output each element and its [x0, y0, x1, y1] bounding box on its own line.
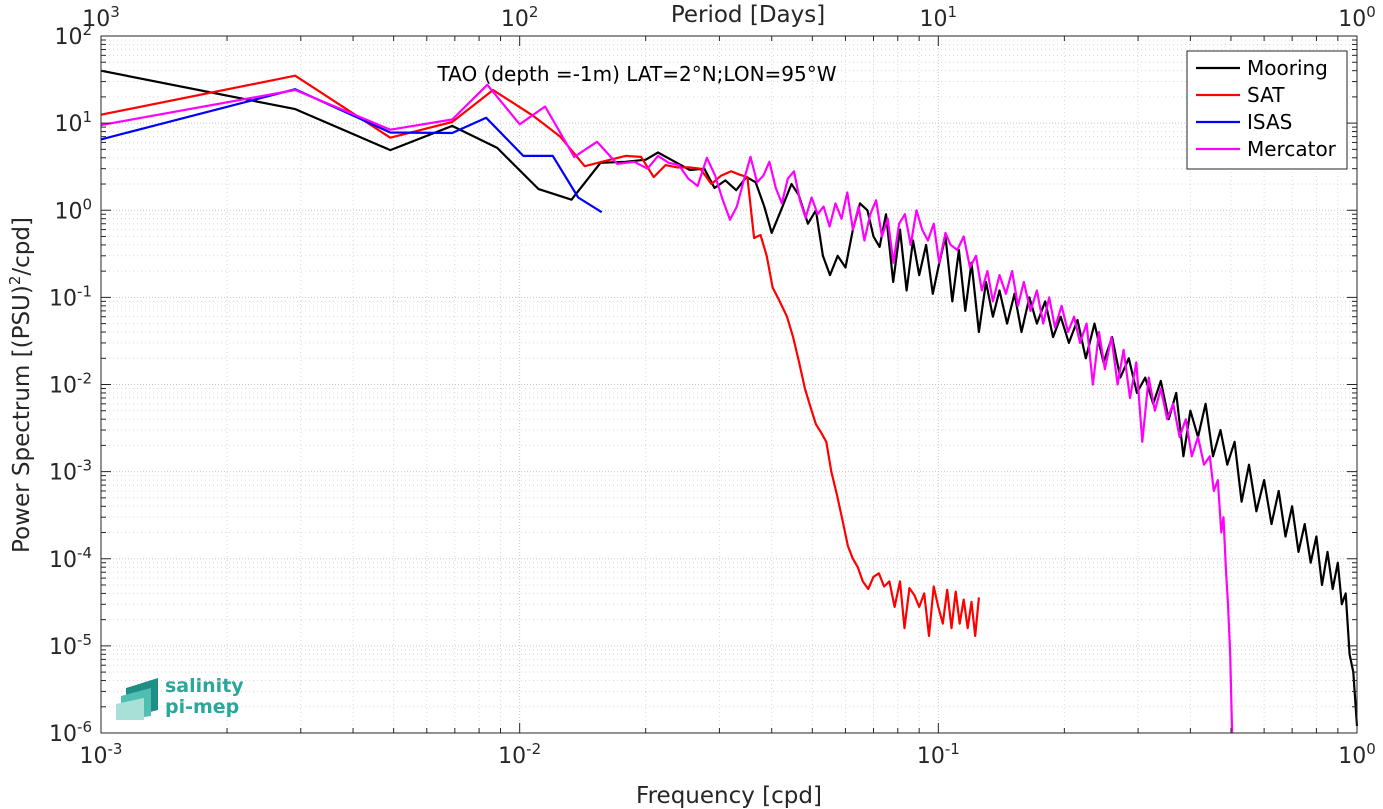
x-tick-label-base: 10 — [80, 744, 108, 769]
y-tick-label: 10-3 — [49, 457, 92, 486]
y-tick-label: 101 — [54, 108, 92, 137]
top-x-tick-label-base: 10 — [501, 7, 529, 32]
y-tick-label-base: 10 — [49, 722, 77, 747]
y-tick-label: 10-5 — [49, 631, 92, 660]
y-tick-label-base: 10 — [49, 548, 77, 573]
x-tick-label-exponent: -3 — [108, 740, 123, 758]
y-tick-label-exponent: 0 — [82, 195, 92, 213]
x-tick-label: 100 — [1338, 740, 1376, 769]
logo-mark-front — [116, 698, 144, 720]
legend-label-mercator: Mercator — [1247, 137, 1337, 161]
legend-label-isas: ISAS — [1247, 110, 1292, 134]
top-x-tick-label-base: 10 — [920, 7, 948, 32]
y-tick-label-exponent: -6 — [77, 718, 92, 736]
x-tick-label: 10-2 — [498, 740, 541, 769]
y-tick-label-base: 10 — [49, 461, 77, 486]
y-tick-label: 10-1 — [49, 282, 92, 311]
top-x-tick-label-base: 10 — [82, 7, 110, 32]
y-tick-label: 102 — [54, 21, 92, 50]
y-tick-label-exponent: -5 — [77, 631, 92, 649]
y-tick-label: 10-2 — [49, 370, 92, 399]
chart-title: TAO (depth =-1m) LAT=2°N;LON=95°W — [436, 62, 836, 86]
y-axis-label-main: Power Spectrum [(PSU) — [9, 285, 35, 553]
x-axis-label: Frequency [cpd] — [636, 783, 822, 809]
legend: Mooring SAT ISAS Mercator — [1186, 50, 1348, 170]
x-tick-label-base: 10 — [917, 744, 945, 769]
y-tick-label-exponent: 1 — [82, 108, 92, 126]
y-tick-label-exponent: -1 — [77, 282, 92, 300]
top-x-tick-label-exponent: 1 — [948, 3, 958, 21]
y-tick-label-base: 10 — [49, 286, 77, 311]
x-tick-label-base: 10 — [1338, 744, 1366, 769]
top-x-tick-label-base: 10 — [1338, 7, 1366, 32]
top-x-tick-label-exponent: 3 — [110, 3, 120, 21]
logo-text-line1: salinity — [165, 675, 244, 697]
data-series — [100, 69, 1359, 734]
y-axis-label-sup: 2 — [6, 276, 24, 286]
y-tick-label-exponent: -4 — [77, 544, 92, 562]
x-tick-label-exponent: 0 — [1366, 740, 1376, 758]
legend-label-mooring: Mooring — [1247, 56, 1328, 80]
y-tick-label: 100 — [54, 195, 92, 224]
y-tick-label: 10-4 — [49, 544, 92, 573]
top-x-tick-label: 100 — [1338, 3, 1376, 32]
salinity-pi-mep-logo: salinity pi-mep — [116, 675, 244, 720]
logo-text-line2: pi-mep — [165, 696, 239, 718]
y-tick-label-base: 10 — [54, 112, 82, 137]
x-tick-label-base: 10 — [498, 744, 526, 769]
x-tick-label: 10-1 — [917, 740, 960, 769]
y-tick-label-base: 10 — [49, 374, 77, 399]
y-tick-label-exponent: -3 — [77, 457, 92, 475]
y-tick-label-base: 10 — [49, 635, 77, 660]
top-x-tick-label-exponent: 2 — [529, 3, 539, 21]
legend-label-sat: SAT — [1247, 83, 1285, 107]
tick-marks — [100, 35, 1358, 734]
y-tick-label-base: 10 — [54, 25, 82, 50]
top-x-tick-label: 101 — [920, 3, 958, 32]
y-tick-label-base: 10 — [54, 199, 82, 224]
y-axis-label-tail: /cpd] — [9, 217, 35, 276]
top-x-tick-label-exponent: 0 — [1366, 3, 1376, 21]
series-line-sat — [100, 74, 980, 637]
top-x-tick-label: 102 — [501, 3, 539, 32]
y-axis-label: Power Spectrum [(PSU)2/cpd] — [6, 217, 35, 553]
top-x-tick-label: 103 — [82, 3, 120, 32]
top-x-axis-label: Period [Days] — [671, 2, 825, 28]
series-line-mercator — [100, 83, 1234, 734]
x-tick-label-exponent: -1 — [945, 740, 960, 758]
y-tick-label-exponent: -2 — [77, 370, 92, 388]
y-tick-label-exponent: 2 — [82, 21, 92, 39]
x-tick-label-exponent: -2 — [526, 740, 541, 758]
y-tick-label: 10-6 — [49, 718, 92, 747]
x-tick-label: 10-3 — [80, 740, 123, 769]
